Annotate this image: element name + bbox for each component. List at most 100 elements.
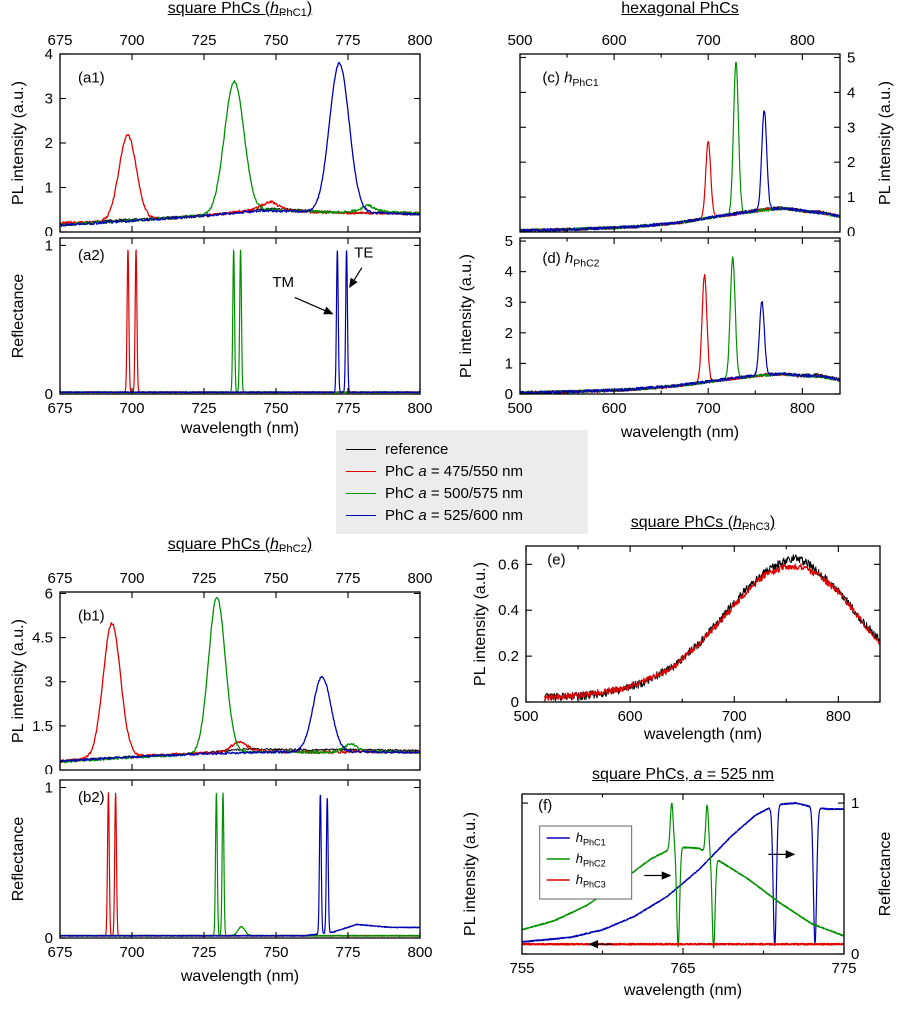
svg-text:800: 800 xyxy=(407,32,432,49)
block-cd-xlabel: wavelength (nm) xyxy=(620,424,740,441)
block-b-title-text: square PhCs (hPhC2) xyxy=(167,536,313,555)
block-cd-title: hexagonal PhCs xyxy=(520,0,840,18)
legend-label: reference xyxy=(385,440,449,458)
panel-c-pl-spectra-chart: 500 600 700 800 0 1 2 3 4 5 PL intensity (a.u.) (c)… xyxy=(456,22,898,241)
block-e-title: square PhCs (hPhC3) xyxy=(526,514,880,533)
svg-text:775: 775 xyxy=(335,400,360,417)
svg-text:750: 750 xyxy=(263,570,288,587)
panel-e-pl-spectra-chart: 500 600 700 800 0 0.2 0.4 0.6 PL intensity (a.u.… xyxy=(470,538,894,775)
block-b-title: square PhCs (hPhC2) xyxy=(68,536,412,555)
svg-text:675: 675 xyxy=(47,400,72,417)
block-e-xlabel: wavelength (nm) xyxy=(643,726,763,743)
svg-text:0: 0 xyxy=(45,224,53,236)
svg-text:0: 0 xyxy=(45,386,53,403)
svg-text:700: 700 xyxy=(696,400,721,417)
svg-text:800: 800 xyxy=(407,570,432,587)
panel-a2-reflectance-chart: 675 700 725 750 775 800 0 1 Reflectance (a2) TM TE xyxy=(8,236,433,461)
svg-text:700: 700 xyxy=(119,400,144,417)
svg-text:750: 750 xyxy=(263,32,288,49)
svg-text:(f): (f) xyxy=(538,797,552,814)
legend-item: PhC a = 525/600 nm xyxy=(346,504,578,526)
svg-text:700: 700 xyxy=(119,32,144,49)
svg-text:500: 500 xyxy=(507,32,532,49)
svg-text:0: 0 xyxy=(847,224,855,236)
svg-text:TM: TM xyxy=(272,274,294,291)
svg-text:700: 700 xyxy=(696,32,721,49)
block-a-title-text: square PhCs (hPhC1) xyxy=(167,0,313,19)
block-b-xlabel: wavelength (nm) xyxy=(180,968,300,985)
svg-text:3: 3 xyxy=(847,119,855,136)
panel-b1-pl-spectra-chart: 675 700 725 750 775 800 0 1.5 3 4.5 6 PL intensity … xyxy=(8,560,433,779)
block-a-title: square PhCs (hPhC1) xyxy=(68,0,412,19)
svg-text:2: 2 xyxy=(847,154,855,171)
svg-text:4: 4 xyxy=(847,84,855,101)
legend-label: PhC a = 500/575 nm xyxy=(385,484,524,502)
svg-text:PL intensity (a.u.): PL intensity (a.u.) xyxy=(10,619,27,743)
svg-text:750: 750 xyxy=(263,944,288,961)
svg-text:0: 0 xyxy=(505,386,513,403)
svg-text:700: 700 xyxy=(119,570,144,587)
svg-text:0: 0 xyxy=(45,762,53,774)
legend-item: reference xyxy=(346,438,578,460)
svg-text:1: 1 xyxy=(45,180,53,197)
svg-text:775: 775 xyxy=(335,944,360,961)
svg-text:5: 5 xyxy=(505,236,513,250)
legend-item: PhC a = 475/550 nm xyxy=(346,460,578,482)
svg-text:0.4: 0.4 xyxy=(498,602,519,619)
svg-text:800: 800 xyxy=(407,400,432,417)
svg-text:1: 1 xyxy=(847,189,855,206)
legend-line-swatch-green xyxy=(346,492,376,494)
legend-line-swatch-blue xyxy=(346,514,376,516)
svg-text:700: 700 xyxy=(722,708,747,725)
svg-text:0.6: 0.6 xyxy=(498,556,519,573)
svg-text:600: 600 xyxy=(602,32,627,49)
panel-b2-reflectance-chart: 675 700 725 750 775 800 0 1 Reflectance (b2) xyxy=(8,778,433,1009)
svg-text:1: 1 xyxy=(45,237,53,254)
svg-text:PL intensity (a.u.): PL intensity (a.u.) xyxy=(10,81,27,205)
svg-text:800: 800 xyxy=(826,708,851,725)
svg-text:700: 700 xyxy=(119,944,144,961)
svg-text:765: 765 xyxy=(670,960,695,977)
svg-text:0: 0 xyxy=(45,930,53,947)
svg-text:1: 1 xyxy=(505,355,513,372)
svg-text:675: 675 xyxy=(47,570,72,587)
block-a-xlabel: wavelength (nm) xyxy=(180,420,300,437)
svg-text:4: 4 xyxy=(505,264,513,281)
svg-text:TE: TE xyxy=(354,244,373,261)
svg-text:(a1): (a1) xyxy=(78,69,105,86)
svg-text:775: 775 xyxy=(831,960,856,977)
svg-text:1.5: 1.5 xyxy=(32,718,53,735)
svg-text:PL intensity (a.u.): PL intensity (a.u.) xyxy=(472,562,489,686)
svg-text:1: 1 xyxy=(851,795,859,812)
svg-text:600: 600 xyxy=(602,400,627,417)
svg-text:750: 750 xyxy=(263,400,288,417)
svg-text:800: 800 xyxy=(790,32,815,49)
svg-text:2: 2 xyxy=(505,325,513,342)
svg-text:500: 500 xyxy=(513,708,538,725)
svg-text:(b1): (b1) xyxy=(78,607,105,624)
svg-text:0: 0 xyxy=(511,694,519,711)
svg-text:800: 800 xyxy=(407,944,432,961)
svg-text:Reflectance: Reflectance xyxy=(10,817,27,902)
svg-text:600: 600 xyxy=(618,708,643,725)
svg-text:725: 725 xyxy=(191,400,216,417)
panel-f-pl-reflectance-chart: 755 765 775 0 1 PL intensity (a.u.) Reflectanc… xyxy=(460,788,898,1029)
svg-text:725: 725 xyxy=(191,944,216,961)
svg-text:0.2: 0.2 xyxy=(498,648,519,665)
svg-text:800: 800 xyxy=(790,400,815,417)
svg-text:1: 1 xyxy=(45,780,53,797)
block-f-title: square PhCs, a = 525 nm xyxy=(523,766,843,784)
svg-text:4: 4 xyxy=(45,46,53,63)
block-f-title-text: square PhCs, a = 525 nm xyxy=(592,766,774,783)
svg-text:0: 0 xyxy=(851,946,859,963)
svg-text:(a2): (a2) xyxy=(78,247,105,264)
svg-text:(d) hPhC2: (d) hPhC2 xyxy=(542,250,599,270)
svg-text:3: 3 xyxy=(45,91,53,108)
panel-d-pl-spectra-chart: 500 600 700 800 0 1 2 3 4 5 PL intensity (a.u.) (d)… xyxy=(456,233,898,467)
svg-text:500: 500 xyxy=(507,400,532,417)
legend-label: PhC a = 475/550 nm xyxy=(385,462,524,480)
legend-line-swatch-reference xyxy=(346,448,376,450)
svg-text:(c) hPhC1: (c) hPhC1 xyxy=(542,69,598,89)
figure-legend: reference PhC a = 475/550 nm PhC a = 500/5… xyxy=(336,430,588,534)
svg-text:(e): (e) xyxy=(547,552,565,569)
